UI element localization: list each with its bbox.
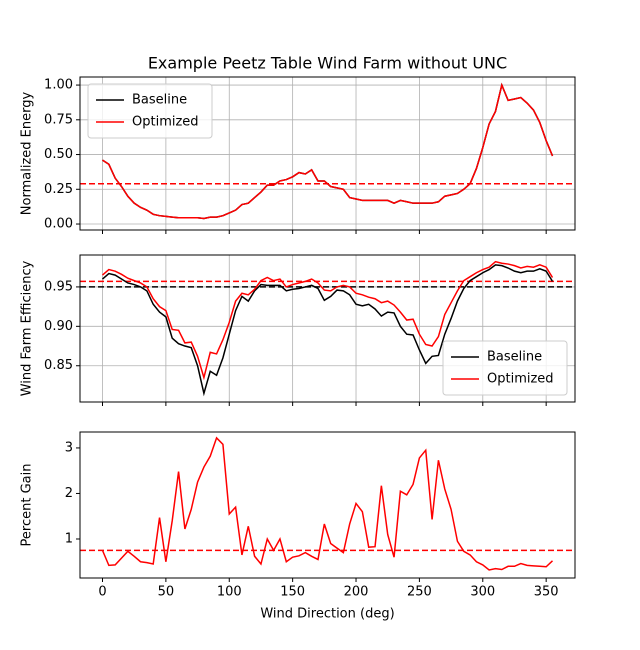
legend-label: Baseline	[132, 93, 187, 108]
data-line	[101, 436, 554, 571]
legend-box	[442, 340, 568, 396]
axes-frame	[79, 254, 576, 403]
y-tick-label: 0.75	[44, 112, 73, 127]
y-tick-label: 0.85	[44, 358, 73, 373]
data-line	[102, 82, 554, 220]
x-tick-label: 350	[534, 585, 559, 600]
x-tick-label: 100	[217, 585, 242, 600]
x-tick-label: 0	[98, 585, 106, 600]
legend-label: Baseline	[487, 350, 542, 365]
data-line	[102, 264, 554, 397]
y-tick-label: 0.25	[44, 182, 73, 197]
y-tick-label: 0.90	[44, 319, 73, 334]
y-tick-label: 1.00	[44, 78, 73, 93]
axes-frame	[79, 431, 576, 579]
legend-box	[87, 83, 213, 139]
x-tick-label: 200	[344, 585, 369, 600]
legend-label: Optimized	[132, 115, 199, 130]
chart-title: Example Peetz Table Wind Farm without UN…	[148, 54, 507, 73]
x-tick-label: 300	[470, 585, 495, 600]
subplot: 0 50 100 150 200 250 300 350 1 2 3 Percent Gain Wind…	[20, 431, 576, 622]
x-tick-label: 250	[407, 585, 432, 600]
data-line	[102, 260, 554, 381]
y-axis-label: Wind Farm Efficiency	[20, 260, 35, 396]
axes-frame	[79, 76, 576, 231]
y-tick-label: 0.50	[44, 147, 73, 162]
y-tick-label: 0.95	[44, 279, 73, 294]
subplot: 0.85 0.90 0.95 Wind Farm Efficiency Baseline…	[20, 254, 576, 406]
y-tick-label: 1	[65, 531, 73, 546]
y-tick-label: 0.00	[44, 217, 73, 232]
legend: Baseline Optimized	[87, 83, 213, 139]
subplot: 0.00 0.25 0.50 0.75 1.00 Example Peetz Table …	[20, 54, 576, 234]
y-axis-label: Percent Gain	[20, 464, 35, 547]
legend-label: Optimized	[487, 372, 554, 387]
legend: Baseline Optimized	[442, 340, 568, 396]
x-tick-label: 50	[158, 585, 175, 600]
y-tick-label: 2	[65, 486, 73, 501]
x-tick-label: 150	[280, 585, 305, 600]
y-axis-label: Normalized Energy	[20, 92, 35, 216]
y-tick-label: 3	[65, 440, 73, 455]
x-axis-label: Wind Direction (deg)	[260, 607, 394, 622]
